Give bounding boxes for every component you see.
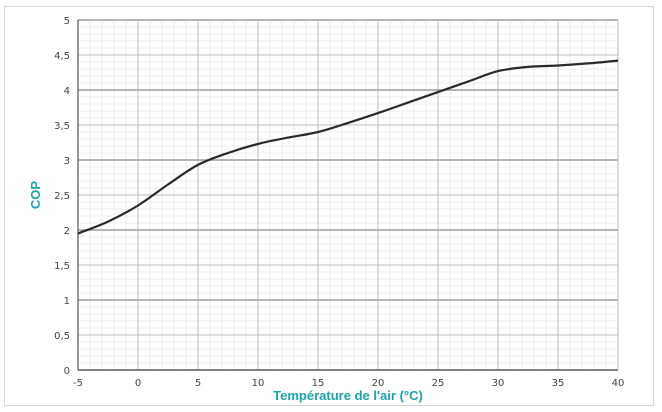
x-tick-label: -5 <box>73 378 83 389</box>
y-tick-label: 4 <box>64 86 70 97</box>
x-tick-label: 20 <box>372 378 385 389</box>
y-tick-label: 2,5 <box>54 191 70 202</box>
x-axis-title: Température de l'air (°C) <box>273 388 423 403</box>
y-tick-label: 5 <box>64 16 70 27</box>
y-tick-label: 4,5 <box>54 51 70 62</box>
x-tick-label: 5 <box>195 378 201 389</box>
major-grid <box>77 19 619 371</box>
x-tick-label: 40 <box>612 378 625 389</box>
series-group <box>77 59 619 235</box>
y-tick-label: 0 <box>64 366 70 377</box>
y-tick-label: 0,5 <box>54 331 70 342</box>
y-tick-label: 3 <box>64 156 70 167</box>
x-tick-label: 10 <box>252 378 265 389</box>
x-tick-label: 25 <box>432 378 445 389</box>
y-axis-title: COP <box>28 181 43 210</box>
y-tick-label: 1 <box>64 296 70 307</box>
y-tick-label: 2 <box>64 226 70 237</box>
x-tick-label: 35 <box>552 378 565 389</box>
x-tick-label: 15 <box>312 378 325 389</box>
y-tick-label: 3,5 <box>54 121 70 132</box>
x-tick-label: 0 <box>135 378 141 389</box>
x-tick-label: 30 <box>492 378 505 389</box>
axes <box>77 20 619 371</box>
y-tick-label: 1,5 <box>54 261 70 272</box>
cop-series-line <box>77 59 619 235</box>
